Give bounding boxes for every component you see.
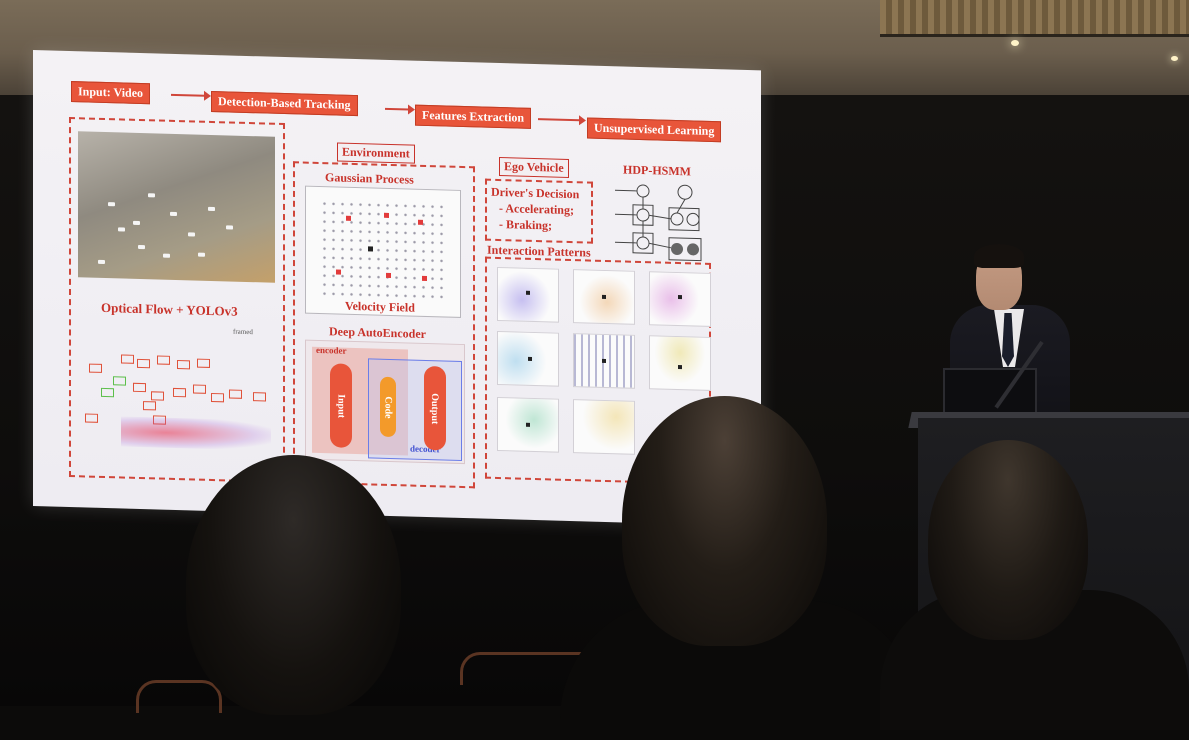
car xyxy=(133,220,140,225)
braking-label: - Braking; xyxy=(499,217,553,233)
autoencoder-code-layer: Code xyxy=(380,376,396,438)
interaction-plot-8 xyxy=(573,399,635,455)
detection-box xyxy=(253,392,266,402)
detection-box xyxy=(151,391,164,401)
detection-box xyxy=(121,354,134,364)
car xyxy=(148,193,155,198)
ego-marker xyxy=(368,246,373,252)
environment-label: Environment xyxy=(337,142,415,164)
drivers-decision-label: Driver's Decision xyxy=(491,184,580,202)
detection-box xyxy=(229,389,242,399)
autoencoder-input-text: Input xyxy=(335,393,347,418)
detection-box xyxy=(177,360,190,370)
audience-head xyxy=(928,440,1088,640)
detection-box xyxy=(193,384,206,394)
deep-autoencoder-label: Deep AutoEncoder xyxy=(329,324,426,341)
interaction-plot-6 xyxy=(649,335,711,391)
car xyxy=(163,253,170,258)
interaction-plot-7 xyxy=(497,396,559,453)
detection-boxes-panel xyxy=(81,351,271,468)
autoencoder-output-text: Output xyxy=(429,392,441,424)
interaction-plot-3 xyxy=(649,271,711,327)
car xyxy=(198,252,205,257)
car xyxy=(188,232,195,237)
hdp-hsmm-graph xyxy=(607,180,717,269)
presenter-hair xyxy=(974,244,1024,268)
traffic-photo xyxy=(78,131,275,283)
detection-box xyxy=(101,387,114,398)
velocity-field-label: Velocity Field xyxy=(345,298,415,315)
interaction-plot-2 xyxy=(573,269,635,325)
car xyxy=(226,225,233,230)
projector-screen: Input: Video Detection-Based Tracking Fe… xyxy=(33,50,761,527)
detection-box xyxy=(133,382,146,393)
audience-head xyxy=(622,396,827,646)
features-extraction-label: Features Extraction xyxy=(415,104,532,129)
unsupervised-learning-label: Unsupervised Learning xyxy=(587,117,722,143)
ceiling-trim xyxy=(880,0,1189,37)
graphical-model-svg xyxy=(615,184,702,262)
detection-box xyxy=(85,413,98,423)
accelerating-label: - Accelerating; xyxy=(499,201,574,218)
detection-box xyxy=(89,363,102,373)
arrow xyxy=(171,93,205,97)
ego-marker xyxy=(602,294,606,300)
encoder-label: encoder xyxy=(316,344,347,356)
red-marker xyxy=(336,269,341,275)
car xyxy=(170,211,177,217)
ego-marker xyxy=(526,422,530,427)
ego-marker xyxy=(526,290,530,295)
presenter-tie xyxy=(1002,313,1014,367)
arrow xyxy=(385,107,409,111)
optical-flow-heatmap xyxy=(121,416,271,451)
ego-marker xyxy=(528,356,532,361)
red-marker xyxy=(422,275,427,282)
ceiling-light xyxy=(1011,40,1019,46)
detection-box xyxy=(157,355,170,365)
red-marker xyxy=(386,272,391,278)
detection-box xyxy=(173,387,186,398)
autoencoder-input-layer: Input xyxy=(330,363,352,448)
gaussian-process-label: Gaussian Process xyxy=(325,170,414,187)
arrow xyxy=(538,118,580,122)
autoencoder-code-text: Code xyxy=(382,395,394,419)
interaction-plot-4 xyxy=(497,330,559,387)
autoencoder-diagram: encoder decoder Input Code Output xyxy=(305,339,465,465)
car xyxy=(108,202,115,207)
detection-box xyxy=(143,401,156,411)
car xyxy=(98,259,105,265)
detection-box xyxy=(113,376,126,386)
detection-tracking-label: Detection-Based Tracking xyxy=(211,90,358,117)
input-video-label: Input: Video xyxy=(71,81,151,105)
car xyxy=(118,227,125,232)
autoencoder-output-layer: Output xyxy=(424,365,446,451)
velocity-field-plot xyxy=(305,185,461,318)
ego-marker xyxy=(678,365,682,370)
audience-head xyxy=(186,455,401,715)
interaction-plot-1 xyxy=(497,266,559,323)
ego-vehicle-label: Ego Vehicle xyxy=(499,157,569,178)
car xyxy=(138,244,145,250)
hdp-hsmm-label: HDP-HSMM xyxy=(623,162,691,179)
detection-box xyxy=(137,358,150,369)
interaction-plot-5 xyxy=(573,333,635,389)
ceiling-light xyxy=(1171,56,1178,61)
frame-label: framed xyxy=(233,327,253,337)
red-marker xyxy=(346,215,351,221)
chair-back xyxy=(136,680,222,713)
detection-box xyxy=(197,358,210,368)
red-marker xyxy=(384,212,389,218)
red-marker xyxy=(418,219,423,225)
detection-box xyxy=(211,392,224,403)
ego-marker xyxy=(678,295,682,300)
ego-marker xyxy=(602,358,606,364)
car xyxy=(208,206,215,212)
